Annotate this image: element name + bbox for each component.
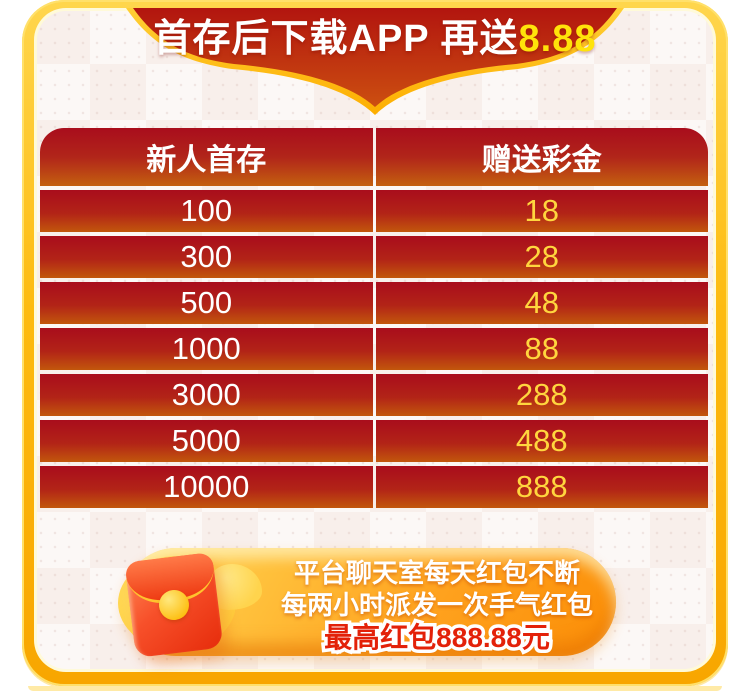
bonus-cell: 48 [375,282,708,324]
banner-title-main: 首存后下载APP 再送 [153,18,519,60]
bonus-cell: 288 [375,374,708,416]
banner-title[interactable]: 首存后下载APP 再送8.88 [0,16,750,62]
bonus-table: 新人首存 赠送彩金 100 18 300 28 500 48 1000 88 3… [40,128,708,508]
banner-ribbon [126,8,624,115]
banner-title-highlight: 8.88 [518,18,597,60]
bonus-cell: 88 [375,328,708,370]
promo-line3: 最高红包888.88元 最高红包888.88元 [321,619,554,659]
bottom-edge [28,686,722,691]
promo-line2: 每两小时派发一次手气红包 [280,590,593,620]
red-envelope-icon [124,551,224,659]
promo-line1: 平台聊天室每天红包不断 [293,558,580,588]
table-header-bonus: 赠送彩金 [375,128,708,186]
table-header-deposit: 新人首存 [40,128,373,186]
deposit-cell: 5000 [40,420,373,462]
bonus-cell: 18 [375,190,708,232]
banner-red-body [133,8,617,107]
deposit-cell: 10000 [40,466,373,508]
promo-text-block: 平台聊天室每天红包不断 每两小时派发一次手气红包 最高红包888.88元 最高红… [272,557,602,659]
deposit-cell: 1000 [40,328,373,370]
deposit-cell: 3000 [40,374,373,416]
promo-line3-text: 最高红包888.88元 [324,622,550,653]
deposit-cell: 500 [40,282,373,324]
bonus-cell: 28 [375,236,708,278]
deposit-cell: 100 [40,190,373,232]
bonus-cell: 488 [375,420,708,462]
promo-line3-outline: 最高红包888.88元 [321,619,554,657]
deposit-cell: 300 [40,236,373,278]
bonus-cell: 888 [375,466,708,508]
